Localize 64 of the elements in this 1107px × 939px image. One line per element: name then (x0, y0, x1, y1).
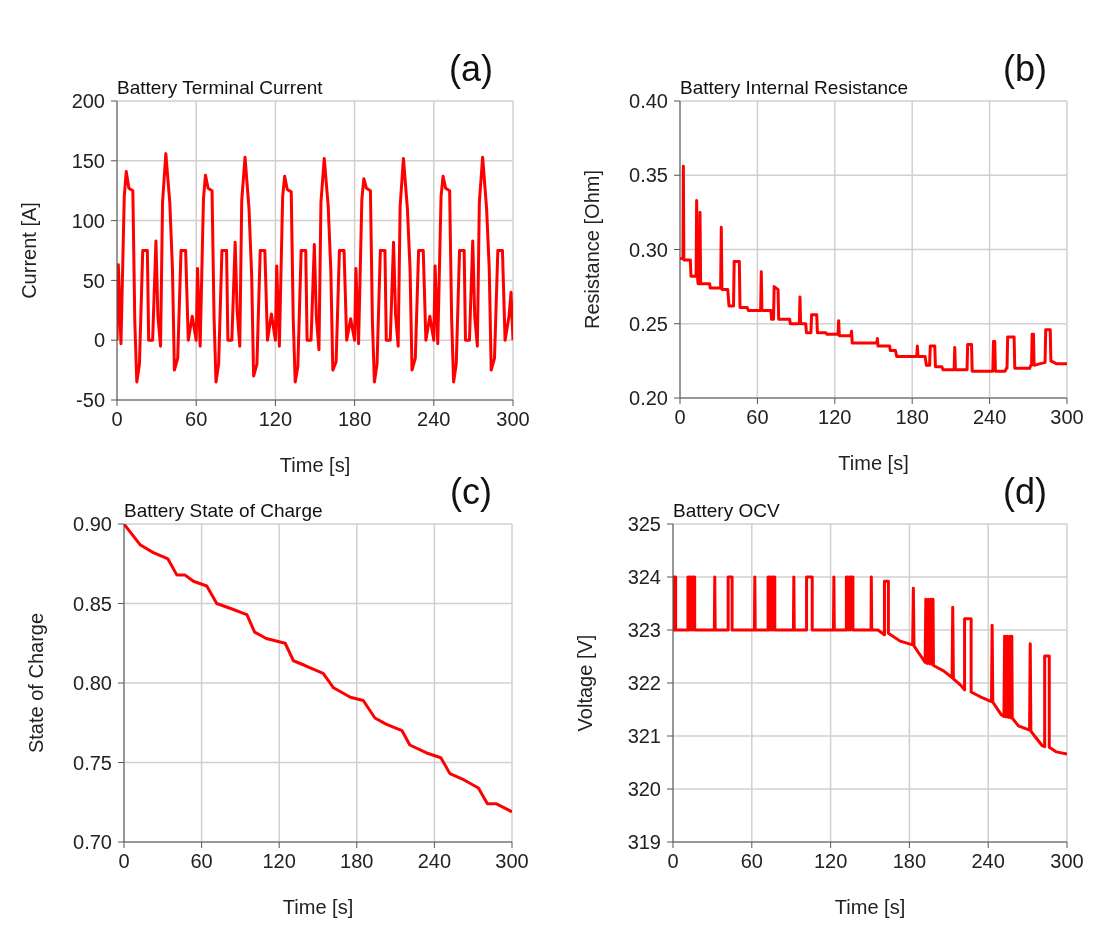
line-series (117, 152, 513, 384)
x-axis-title: Time [s] (282, 896, 354, 918)
x-tick-label: 60 (746, 406, 769, 429)
x-tick-label: 60 (740, 850, 763, 873)
y-tick-label: 0.25 (629, 312, 668, 335)
chart-title: Battery State of Charge (124, 499, 323, 523)
y-tick-label: 324 (627, 566, 661, 589)
y-tick-label: 325 (627, 513, 661, 536)
text: (a) (448, 47, 493, 91)
x-tick-label: 0 (118, 850, 130, 873)
x-tick-label: 120 (258, 408, 293, 431)
x-tick-label: 180 (892, 850, 927, 873)
y-tick-label: 150 (71, 149, 105, 172)
x-tick-label: 60 (190, 850, 213, 873)
x-tick-label: 120 (818, 406, 852, 429)
y-tick-label: 323 (627, 619, 661, 642)
x-tick-label: 300 (1050, 406, 1084, 429)
line-series (673, 575, 1067, 756)
y-tick-label: 0.85 (73, 592, 112, 615)
x-tick-label: 240 (972, 406, 1007, 429)
x-tick-label: 240 (417, 408, 451, 431)
chart-title: Battery Terminal Current (117, 76, 323, 100)
x-tick-label: 120 (262, 850, 296, 873)
y-tick-label: 0.90 (73, 513, 112, 536)
x-tick-label: 300 (495, 850, 529, 873)
line-series (680, 164, 1067, 373)
y-tick-label: 0 (93, 329, 105, 352)
x-axis-title: Time [s] (834, 896, 906, 918)
y-tick-label: 321 (627, 725, 661, 748)
y-tick-label: 0.75 (73, 751, 112, 774)
y-tick-label: 0.30 (629, 238, 668, 261)
y-axis-title: Voltage [V] (574, 634, 597, 732)
y-tick-label: 100 (71, 209, 105, 232)
y-tick-label: 0.40 (629, 90, 668, 113)
y-tick-label: -50 (76, 389, 105, 412)
x-tick-label: 180 (340, 850, 374, 873)
chart-title: Battery Internal Resistance (680, 76, 909, 100)
y-tick-label: 319 (627, 831, 661, 854)
x-tick-label: 60 (185, 408, 208, 431)
x-tick-label: 300 (1050, 850, 1084, 873)
x-axis-title: Time [s] (279, 454, 351, 476)
y-tick-label: 0.70 (73, 831, 112, 854)
x-axis-title: Time [s] (838, 452, 909, 474)
x-tick-label: 300 (496, 408, 530, 431)
x-tick-label: 120 (813, 850, 848, 873)
y-tick-label: 322 (627, 672, 661, 695)
text: (b) (1002, 47, 1047, 91)
y-tick-label: 50 (82, 269, 105, 292)
y-tick-label: 200 (71, 90, 105, 113)
chart-title: Battery OCV (673, 499, 780, 523)
y-tick-label: 0.20 (629, 387, 668, 410)
y-tick-label: 0.35 (629, 164, 668, 187)
x-tick-label: 240 (417, 850, 452, 873)
y-axis-title: Resistance [Ohm] (581, 170, 604, 329)
x-tick-label: 240 (971, 850, 1005, 873)
x-tick-label: 0 (674, 406, 686, 429)
y-tick-label: 320 (627, 778, 661, 801)
y-tick-label: 0.80 (73, 672, 112, 695)
x-tick-label: 180 (337, 408, 372, 431)
text: (c) (449, 470, 492, 514)
text: (d) (1002, 470, 1047, 514)
y-axis-title: State of Charge (25, 612, 48, 754)
x-tick-label: 180 (895, 406, 929, 429)
y-axis-title: Current [A] (18, 202, 41, 299)
